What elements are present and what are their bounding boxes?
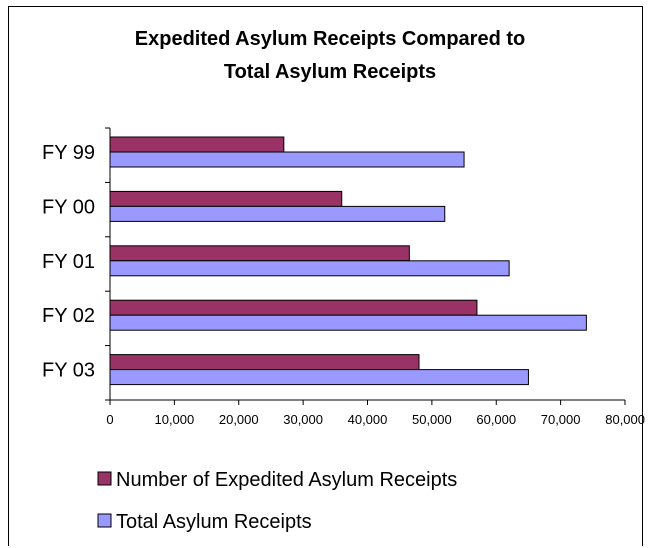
bar-expedited-fy02 [109,299,478,316]
bar-total-fy03 [109,369,529,386]
bar-total-fy02 [109,314,587,331]
category-label: FY 03 [42,360,95,382]
legend: Number of Expedited Asylum Receipts Tota… [97,469,457,533]
category-label: FY 99 [42,142,95,164]
x-tick-label: 40,000 [348,412,388,427]
bar-expedited-fy99 [109,136,285,153]
category-label: FY 02 [42,305,95,327]
x-tick-label: 60,000 [476,412,516,427]
x-tick-label: 70,000 [541,412,581,427]
bar-expedited-fy03 [109,354,420,371]
x-tick-label: 10,000 [154,412,194,427]
legend-label-total: Total Asylum Receipts [116,511,312,533]
legend-swatch-expedited [97,471,112,486]
category-label: FY 00 [42,196,95,218]
legend-label-expedited: Number of Expedited Asylum Receipts [116,469,457,491]
x-tick-label: 50,000 [412,412,452,427]
x-tick-label: 20,000 [219,412,259,427]
chart-title-line-1: Expedited Asylum Receipts Compared to [135,28,525,50]
legend-swatch-total [97,513,112,528]
x-tick-label: 30,000 [283,412,323,427]
x-tick-label: 0 [106,412,113,427]
bar-total-fy01 [109,260,510,277]
chart-area [8,6,643,546]
bar-total-fy00 [109,205,446,222]
bar-expedited-fy00 [109,190,343,207]
plot-area: FY 99 FY 00 FY 01 FY 02 FY 03 0 10,000 20,000 30… [42,127,645,427]
bar-expedited-fy01 [109,245,410,262]
chart-title-line-2: Total Asylum Receipts [224,61,436,83]
x-tick-label: 80,000 [605,412,645,427]
category-label: FY 01 [42,251,95,273]
bar-total-fy99 [109,151,465,168]
